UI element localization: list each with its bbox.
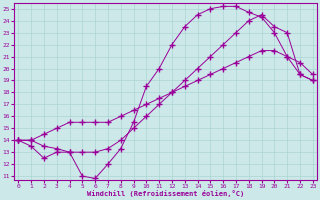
X-axis label: Windchill (Refroidissement éolien,°C): Windchill (Refroidissement éolien,°C) bbox=[87, 190, 244, 197]
